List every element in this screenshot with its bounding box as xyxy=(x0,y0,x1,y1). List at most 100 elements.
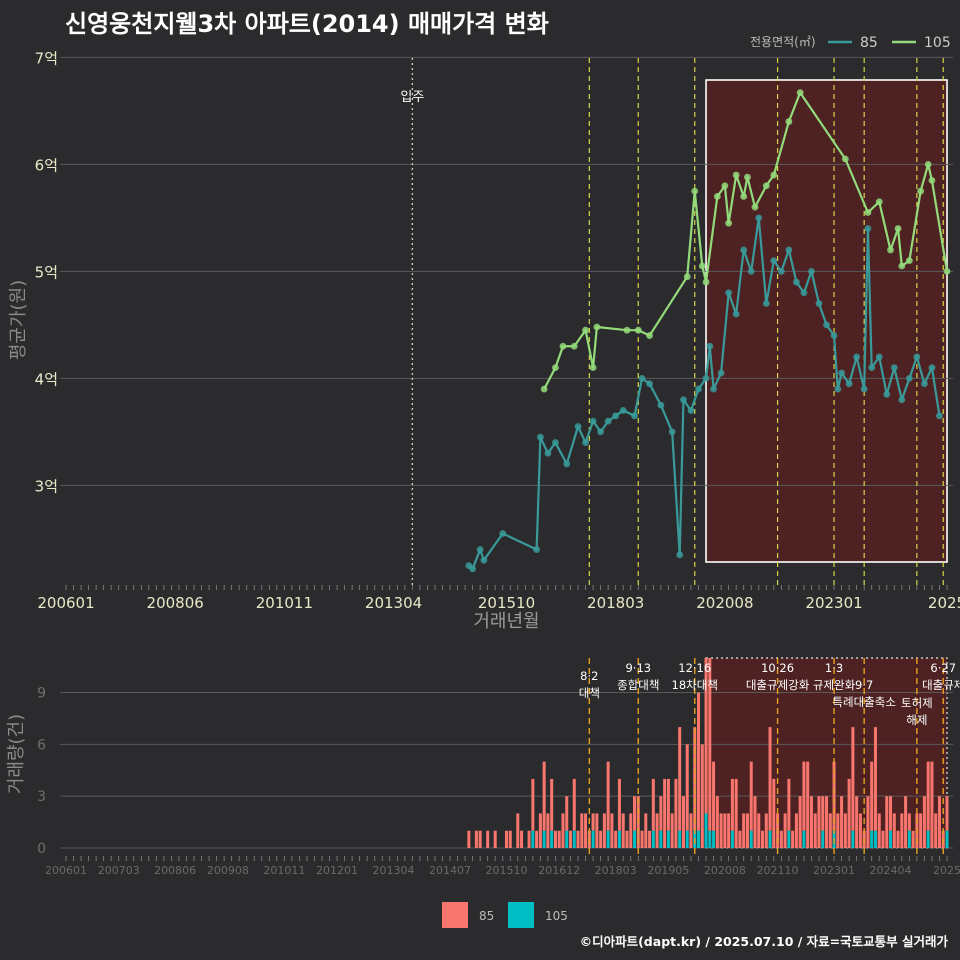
volume-bar-85 xyxy=(508,830,512,848)
volume-bar-85 xyxy=(504,830,509,848)
policy-label: 1·3 xyxy=(825,661,843,675)
volume-bar-85 xyxy=(629,813,633,848)
volume-x-tick-label: 2025 xyxy=(933,864,960,877)
data-point-85 xyxy=(687,407,695,414)
x-tick-label: 201304 xyxy=(365,594,422,612)
volume-bar-85 xyxy=(727,813,731,848)
volume-bar-85 xyxy=(768,727,772,831)
volume-bar-85 xyxy=(591,813,595,831)
volume-x-tick-label: 200806 xyxy=(154,864,196,877)
volume-bar-85 xyxy=(697,692,701,831)
volume-x-tick-label: 202110 xyxy=(757,864,799,877)
data-point-85 xyxy=(921,380,928,388)
data-point-85 xyxy=(770,257,778,265)
data-point-85 xyxy=(582,439,589,446)
volume-bar-105 xyxy=(678,830,682,848)
volume-bar-85 xyxy=(681,796,685,848)
volume-bar-85 xyxy=(678,727,682,831)
volume-bar-105 xyxy=(945,830,949,848)
y-tick-label: 6억 xyxy=(35,156,58,174)
data-point-85 xyxy=(533,546,541,553)
volume-bar-85 xyxy=(712,761,716,831)
volume-bar-105 xyxy=(633,830,637,848)
volume-bar-85 xyxy=(772,778,776,848)
policy-label: 9·13 xyxy=(625,661,651,675)
data-point-85 xyxy=(905,374,913,382)
volume-bar-105 xyxy=(873,830,877,848)
data-point-105 xyxy=(732,171,740,179)
volume-y-axis-title: 거래량(건) xyxy=(6,714,27,794)
volume-bar-85 xyxy=(802,761,806,831)
data-point-85 xyxy=(563,460,571,468)
volume-legend-swatch-105 xyxy=(508,902,534,928)
data-point-85 xyxy=(740,246,748,254)
policy-label: 토허제 xyxy=(901,696,933,710)
data-point-105 xyxy=(634,326,642,334)
volume-y-tick-label: 9 xyxy=(37,686,46,702)
x-tick-label: 201803 xyxy=(587,594,644,612)
volume-bar-85 xyxy=(670,813,674,848)
x-tick-label: 200806 xyxy=(147,594,204,612)
volume-bar-85 xyxy=(734,778,738,848)
legend-title: 전용면적(㎡) xyxy=(750,35,816,49)
policy-label-sub: 종합대책 xyxy=(617,678,659,692)
volume-bar-85 xyxy=(922,796,926,848)
volume-legend-swatch-85 xyxy=(442,902,468,928)
volume-bar-85 xyxy=(651,778,655,831)
data-point-85 xyxy=(747,267,755,275)
volume-bar-85 xyxy=(937,796,941,848)
y-tick-label: 4억 xyxy=(35,370,58,388)
policy-label: 6·27 xyxy=(930,661,956,675)
volume-bar-85 xyxy=(520,830,524,848)
volume-bar-85 xyxy=(858,813,862,848)
volume-bar-85 xyxy=(474,830,478,848)
data-point-85 xyxy=(680,396,687,404)
data-point-85 xyxy=(864,225,872,232)
volume-bar-85 xyxy=(606,761,610,831)
x-tick-label: 202008 xyxy=(696,594,753,612)
data-point-85 xyxy=(785,246,793,254)
data-point-85 xyxy=(574,423,582,430)
data-point-105 xyxy=(898,262,906,270)
volume-bar-105 xyxy=(572,830,576,848)
volume-bar-85 xyxy=(527,830,531,848)
data-point-85 xyxy=(710,385,717,393)
volume-bar-85 xyxy=(843,813,847,848)
volume-bar-105 xyxy=(617,830,621,848)
volume-bar-85 xyxy=(584,813,588,848)
data-point-105 xyxy=(943,267,951,275)
volume-bar-85 xyxy=(813,813,817,848)
policy-label: 9·7 xyxy=(855,678,873,692)
volume-bar-85 xyxy=(580,813,584,848)
data-point-85 xyxy=(860,385,868,393)
data-point-105 xyxy=(691,187,699,195)
volume-bar-85 xyxy=(840,796,844,848)
data-point-85 xyxy=(732,310,740,318)
volume-bar-85 xyxy=(753,796,757,848)
data-point-85 xyxy=(638,374,646,382)
data-point-85 xyxy=(928,364,936,372)
source-footer: ©디아파트(dapt.kr) / 2025.07.10 / 자료=국토교통부 실… xyxy=(579,934,948,949)
y-tick-label: 3억 xyxy=(35,477,58,495)
volume-bar-85 xyxy=(674,778,678,848)
volume-bar-85 xyxy=(595,813,599,848)
data-point-105 xyxy=(740,193,748,200)
volume-bar-85 xyxy=(666,778,670,831)
volume-bar-85 xyxy=(610,813,614,848)
volume-bar-85 xyxy=(602,813,606,848)
volume-bar-85 xyxy=(821,796,825,831)
volume-bar-85 xyxy=(738,830,742,848)
volume-bar-85 xyxy=(870,761,874,831)
series-line-105 xyxy=(543,91,949,390)
volume-bar-85 xyxy=(836,813,840,848)
data-point-105 xyxy=(702,278,710,286)
data-point-85 xyxy=(646,380,653,388)
data-point-85 xyxy=(706,342,714,350)
data-point-105 xyxy=(770,171,778,179)
data-point-85 xyxy=(657,401,665,409)
volume-bar-85 xyxy=(847,778,851,848)
volume-bar-85 xyxy=(881,830,885,848)
volume-bar-85 xyxy=(783,813,787,848)
volume-bar-85 xyxy=(866,796,870,848)
volume-bar-85 xyxy=(934,813,938,848)
